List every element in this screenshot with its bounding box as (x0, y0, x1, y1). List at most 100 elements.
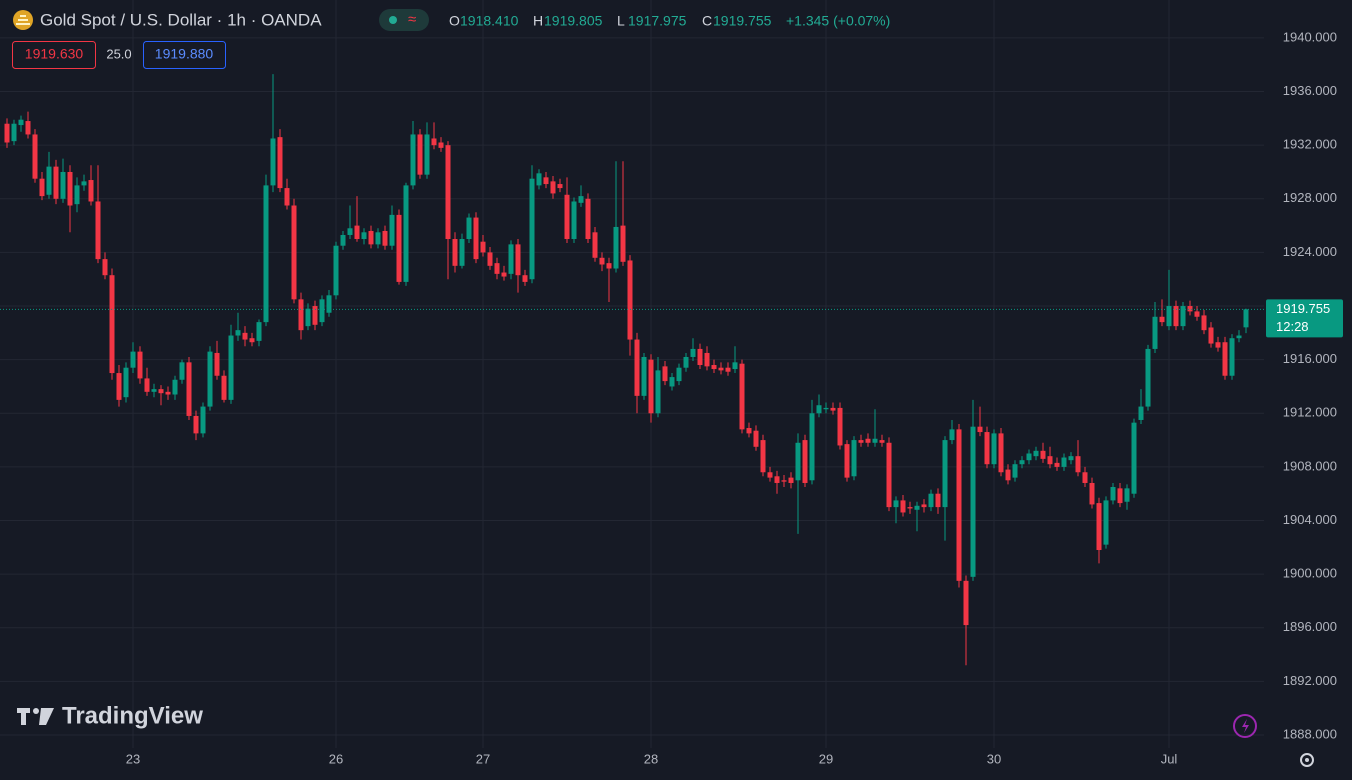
candle-body (886, 442, 892, 508)
candle-body (1236, 335, 1242, 339)
candle-body (25, 121, 31, 135)
candle-body (711, 365, 717, 370)
candle-body (718, 367, 724, 371)
candle-body (1229, 338, 1235, 376)
settings-center (1305, 758, 1309, 762)
candle-body (893, 500, 899, 508)
x-tick-label: 27 (476, 751, 490, 766)
price-tag-countdown: 12:28 (1276, 319, 1309, 334)
candle-body (298, 299, 304, 331)
candle-body (1075, 456, 1081, 473)
y-tick-label: 1908.000 (1283, 458, 1337, 473)
candle-body (11, 123, 17, 142)
candle-body (473, 217, 479, 260)
candle-body (466, 217, 472, 240)
candle-body (788, 477, 794, 483)
candle-body (39, 178, 45, 197)
alert-icon[interactable] (1233, 714, 1257, 738)
ask-box[interactable] (143, 41, 226, 69)
candle-body (424, 134, 430, 175)
candle-body (368, 230, 374, 245)
candle-body (459, 239, 465, 266)
candle-body (662, 366, 668, 382)
candle-body (1082, 472, 1088, 483)
y-tick-label: 1924.000 (1283, 244, 1337, 259)
candle-body (879, 440, 885, 443)
candle-body (802, 440, 808, 483)
candle-body (312, 306, 318, 325)
candle-body (1187, 306, 1193, 312)
candle-body (1089, 482, 1095, 505)
candle-body (1005, 469, 1011, 481)
candle-body (1145, 348, 1151, 407)
candle-body (669, 377, 675, 387)
candle-body (88, 180, 94, 202)
candle-body (438, 142, 444, 148)
y-tick-label: 1940.000 (1283, 29, 1337, 44)
bid-box[interactable] (12, 41, 96, 69)
candle-body (1131, 422, 1137, 494)
candle-body (872, 438, 878, 443)
ohlc-value: 1919.805 (544, 13, 603, 29)
candle-body (319, 299, 325, 323)
candle-body (774, 476, 780, 483)
candle-body (116, 373, 122, 400)
candle-body (1243, 309, 1249, 328)
candle-body (1117, 488, 1123, 504)
ohlc-header: O 1918.410 H 1919.805 L 1917.975 C 1919.755 (449, 13, 772, 29)
candle-body (571, 201, 577, 240)
candle-body (109, 275, 115, 374)
y-tick-label: 1932.000 (1283, 137, 1337, 152)
settings-icon[interactable] (1300, 753, 1314, 767)
x-tick-label: 23 (126, 751, 140, 766)
axes: 1888.000 1892.000 1896.000 1900.000 1904.000… (126, 29, 1343, 766)
ohlc-label: H (533, 13, 543, 29)
candle-body (536, 173, 542, 186)
candle-body (1180, 306, 1186, 327)
candle-body (739, 363, 745, 430)
candle-body (795, 442, 801, 481)
ohlc-label: O (449, 13, 460, 29)
candle-body (95, 201, 101, 260)
watermark: TradingView (62, 702, 203, 729)
candle-body (816, 405, 822, 414)
candle-body (1152, 316, 1158, 349)
candle-body (1019, 460, 1025, 465)
market-status[interactable] (379, 9, 429, 31)
status-dot (389, 16, 397, 24)
candle-body (445, 145, 451, 240)
candle-body (1103, 500, 1109, 545)
candle-body (1222, 342, 1228, 376)
candle-body (1054, 462, 1060, 467)
ohlc-value: 1919.755 (713, 13, 772, 29)
candle-body (585, 198, 591, 240)
candle-body (851, 440, 857, 477)
candle-body (844, 444, 850, 478)
candle-body (18, 119, 24, 126)
candle-body (1096, 503, 1102, 551)
x-tick-label: 28 (644, 751, 658, 766)
bid: 1919.630 (25, 46, 84, 62)
candle-body (949, 429, 955, 441)
candle-body (725, 367, 731, 372)
y-tick-label: 1912.000 (1283, 405, 1337, 420)
candle-body (984, 432, 990, 465)
candle-body (305, 308, 311, 327)
candle-body (606, 263, 612, 269)
candle-body (53, 166, 59, 199)
y-tick-label: 1936.000 (1283, 83, 1337, 98)
candle-body (627, 260, 633, 340)
candle-body (1138, 406, 1144, 420)
ohlc-label: L (617, 13, 625, 29)
symbol-title[interactable]: Gold Spot / U.S. Dollar · 1h · OANDA (40, 10, 322, 29)
candle-body (823, 407, 829, 410)
candle-body (60, 171, 66, 199)
candle-body (1033, 450, 1039, 457)
watermark-logo (17, 708, 54, 725)
candle-body (172, 379, 178, 395)
x-tick-label: Jul (1161, 751, 1178, 766)
candle-body (431, 138, 437, 146)
alert-bolt (1242, 719, 1249, 733)
